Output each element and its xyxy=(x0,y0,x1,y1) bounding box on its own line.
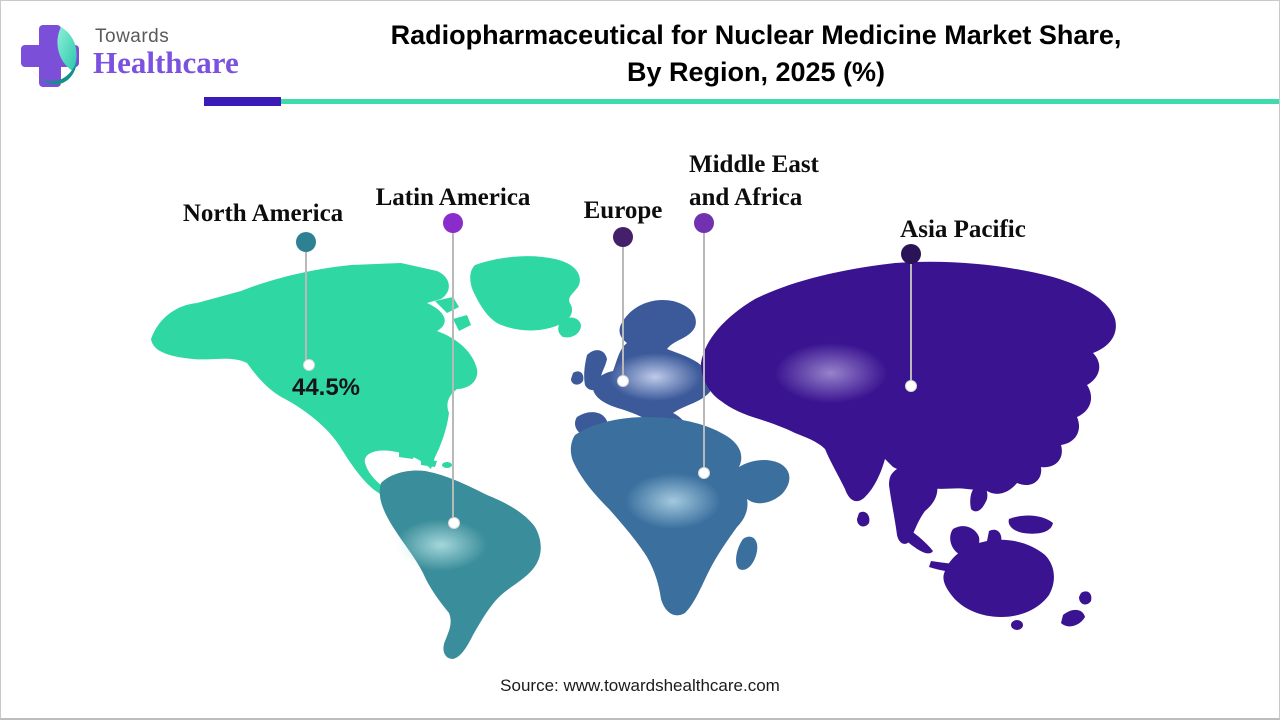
region-label-middle-east-africa: Middle East and Africa xyxy=(689,148,819,214)
header-accent-bar-purple xyxy=(204,97,281,106)
region-leader-line-latin-america xyxy=(452,233,454,517)
region-leader-line-europe xyxy=(622,247,624,375)
region-label-middle-east-africa-line2: and Africa xyxy=(689,184,803,211)
map-region-middle-east-africa xyxy=(570,417,790,616)
region-label-asia-pacific: Asia Pacific xyxy=(900,216,1026,243)
region-marker-dot-europe xyxy=(613,227,633,247)
logo-word-healthcare: Healthcare xyxy=(93,45,239,80)
region-anchor-dot-europe xyxy=(617,375,629,387)
logo-word-towards: Towards xyxy=(95,26,170,47)
header-accent-bar-teal xyxy=(281,99,1279,104)
map-region-north-america xyxy=(151,256,581,513)
region-anchor-dot-north-america xyxy=(303,359,315,371)
map-region-latin-america xyxy=(379,470,541,659)
towards-healthcare-logo: Towards Healthcare xyxy=(17,13,247,93)
region-label-middle-east-africa-line1: Middle East xyxy=(689,151,819,178)
region-leader-line-asia-pacific xyxy=(910,264,912,380)
region-marker-dot-north-america xyxy=(296,232,316,252)
page-title-line1: Radiopharmaceutical for Nuclear Medicine… xyxy=(390,20,1122,50)
region-leader-line-north-america xyxy=(305,252,307,362)
region-label-latin-america: Latin America xyxy=(375,184,531,211)
region-label-europe: Europe xyxy=(583,197,663,224)
logo-cross-leaf-icon xyxy=(21,25,79,87)
region-marker-dot-middle-east-africa xyxy=(694,213,714,233)
page-title-line2: By Region, 2025 (%) xyxy=(626,57,886,87)
region-marker-dot-latin-america xyxy=(443,213,463,233)
region-label-north-america: North America xyxy=(182,200,344,227)
map-region-asia-pacific xyxy=(701,261,1116,630)
region-marker-dot-asia-pacific xyxy=(901,244,921,264)
region-anchor-dot-latin-america xyxy=(448,517,460,529)
page-title: Radiopharmaceutical for Nuclear Medicine… xyxy=(251,17,1261,91)
region-anchor-dot-middle-east-africa xyxy=(698,467,710,479)
region-value-north-america: 44.5% xyxy=(291,374,361,401)
source-attribution: Source: www.towardshealthcare.com xyxy=(500,676,780,695)
region-anchor-dot-asia-pacific xyxy=(905,380,917,392)
region-leader-line-middle-east-africa xyxy=(703,233,705,467)
